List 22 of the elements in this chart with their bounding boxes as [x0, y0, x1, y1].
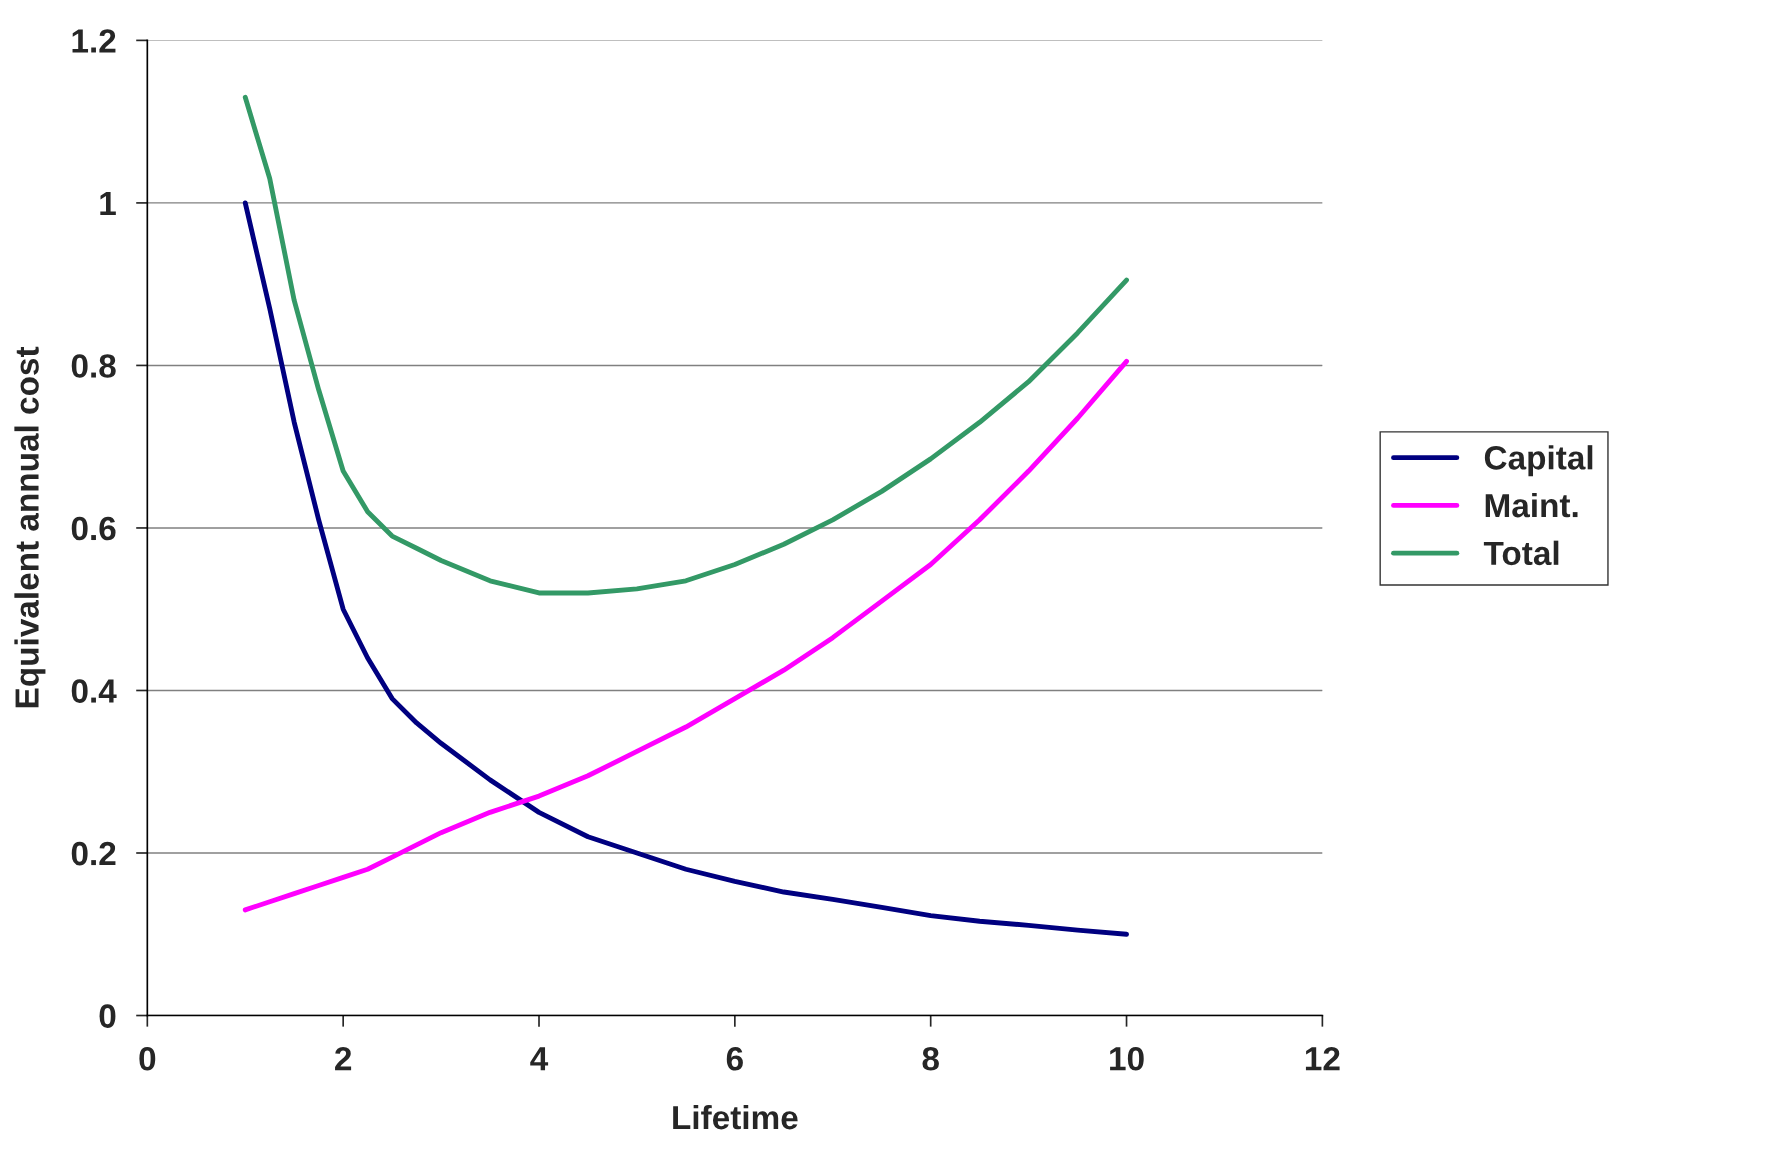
x-axis-title: Lifetime: [673, 1104, 798, 1130]
line-series: [242, 94, 1129, 596]
y-tick-label: 0.6: [71, 516, 116, 541]
x-tick-label: 6: [726, 1046, 743, 1071]
x-tick-label: 0: [139, 1046, 156, 1071]
legend-label: Maint.: [1485, 492, 1578, 518]
line-series: [242, 358, 1129, 913]
y-tick-label: 0.4: [71, 679, 117, 703]
x-tick-label: 2: [335, 1046, 352, 1071]
x-tick-label: 10: [1110, 1046, 1144, 1071]
y-tick-label: 1: [100, 192, 116, 215]
y-tick-label: 1.2: [72, 29, 116, 53]
y-axis-title: Equivalent annual cost: [14, 346, 46, 708]
legend-label: Total: [1483, 540, 1559, 566]
y-tick-label: 0: [99, 1004, 116, 1028]
line-series: [242, 200, 1129, 937]
x-tick-label: 4: [530, 1047, 549, 1071]
y-tick-label: 0.2: [71, 841, 116, 866]
legend-label: Capital: [1484, 445, 1593, 477]
x-tick-label: 8: [922, 1046, 939, 1071]
y-tick-label: 0.8: [71, 354, 116, 378]
x-tick-label: 12: [1305, 1046, 1340, 1071]
